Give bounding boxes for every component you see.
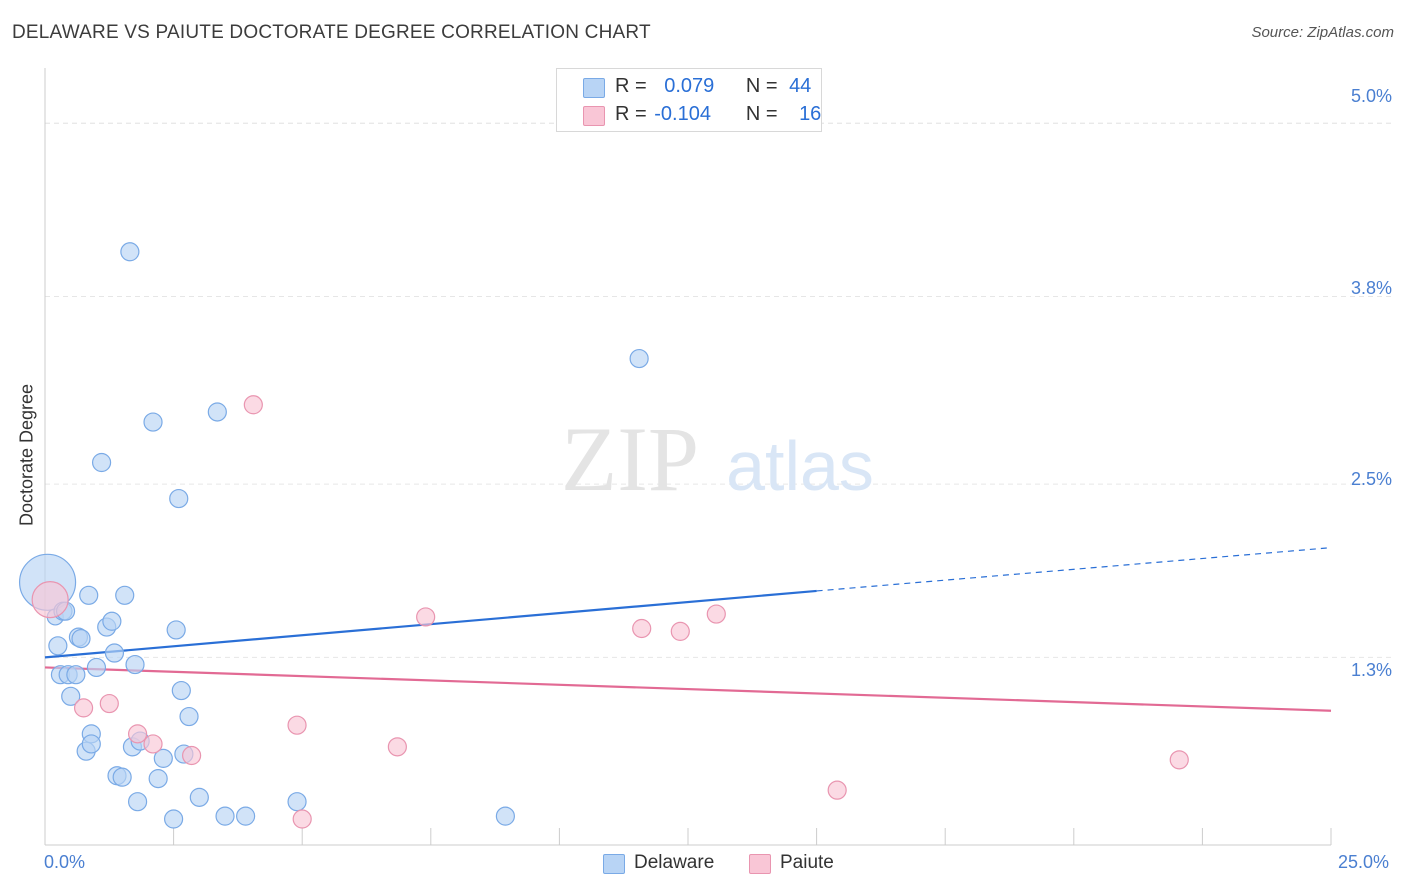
delaware-point	[171, 680, 191, 701]
axes	[44, 68, 1332, 846]
delaware-point	[236, 806, 256, 826]
paiute-point	[31, 581, 69, 619]
delaware-point	[86, 657, 107, 678]
delaware-point	[81, 734, 101, 754]
delaware-point	[61, 686, 81, 706]
delaware-r-value: 0.079	[664, 75, 715, 97]
paiute-point	[73, 698, 94, 718]
paiute-point	[670, 621, 690, 641]
delaware-swatch	[583, 78, 605, 98]
paiute-n-value: 16	[799, 103, 822, 125]
watermark: ZIP atlas	[561, 408, 874, 510]
paiute-point	[287, 715, 307, 735]
paiute-point	[99, 693, 119, 714]
paiute-stats: R = -0.104 N = 16	[615, 103, 821, 126]
y-tick-label: 5.0%	[1350, 86, 1392, 106]
delaware-point	[495, 806, 515, 826]
delaware-point	[66, 665, 86, 685]
delaware-n-value: 44	[789, 75, 812, 97]
delaware-point	[112, 767, 132, 787]
chart-title: DELAWARE VS PAIUTE DOCTORATE DEGREE CORR…	[12, 22, 651, 43]
y-axis-title: Doctorate Degree	[16, 383, 37, 527]
y-tick-label: 3.8%	[1350, 278, 1392, 298]
delaware-point	[189, 787, 209, 807]
delaware-point	[164, 809, 184, 829]
y-tick-label: 1.3%	[1350, 660, 1392, 680]
paiute-swatch	[583, 106, 605, 126]
paiute-point	[182, 745, 202, 766]
delaware-point	[215, 806, 235, 826]
paiute-n-label: N =	[745, 103, 778, 125]
paiute-point	[1169, 750, 1189, 770]
x-tick-label-min: 0.0%	[44, 852, 86, 872]
delaware-stats: R = 0.079 N = 44	[615, 75, 811, 98]
delaware-point	[143, 412, 163, 432]
delaware-point	[79, 585, 99, 605]
delaware-point	[179, 706, 199, 727]
delaware-legend-swatch	[603, 854, 625, 874]
delaware-point	[71, 628, 91, 649]
delaware-point	[48, 636, 68, 656]
paiute-point	[127, 724, 148, 744]
delaware-legend-label: Delaware	[634, 852, 715, 873]
paiute-point	[827, 780, 847, 800]
paiute-legend-label: Paiute	[780, 852, 834, 873]
paiute-point	[143, 734, 163, 754]
delaware-point	[120, 242, 140, 262]
delaware-point	[629, 348, 649, 369]
y-tick-label: 2.5%	[1350, 469, 1392, 489]
x-tick-label-max: 25.0%	[1338, 852, 1390, 872]
paiute-point	[632, 618, 652, 639]
delaware-point	[169, 488, 189, 509]
watermark-zip: ZIP	[561, 408, 699, 510]
source-label: Source: ZipAtlas.com	[1251, 24, 1394, 41]
paiute-legend-swatch	[749, 854, 771, 874]
watermark-atlas: atlas	[726, 427, 874, 505]
delaware-point	[125, 654, 145, 675]
series-legend: Delaware Paiute	[0, 852, 1406, 878]
delaware-n-label: N =	[745, 75, 778, 97]
paiute-point	[416, 607, 436, 627]
grid-lines	[45, 122, 1392, 658]
delaware-point	[115, 585, 135, 605]
delaware-point	[166, 620, 186, 640]
paiute-r-label: R =	[615, 103, 647, 125]
paiute-point	[292, 809, 312, 829]
delaware-point	[102, 611, 122, 631]
stats-legend: R = 0.079 N = 44 R = -0.104 N = 16	[556, 68, 822, 132]
paiute-point	[387, 737, 407, 757]
delaware-point	[207, 402, 227, 422]
delaware-point	[148, 769, 168, 789]
delaware-point	[153, 748, 173, 768]
delaware-point	[104, 643, 125, 663]
paiute-point	[706, 604, 726, 624]
delaware-point	[91, 452, 112, 473]
trendline-extension-delaware	[816, 547, 1332, 592]
delaware-r-label: R =	[615, 75, 647, 97]
paiute-r-value: -0.104	[654, 103, 711, 125]
delaware-point	[127, 792, 148, 812]
data-points	[18, 242, 1189, 829]
paiute-point	[243, 395, 263, 415]
delaware-point	[287, 792, 307, 812]
trendline-paiute	[44, 666, 1332, 712]
